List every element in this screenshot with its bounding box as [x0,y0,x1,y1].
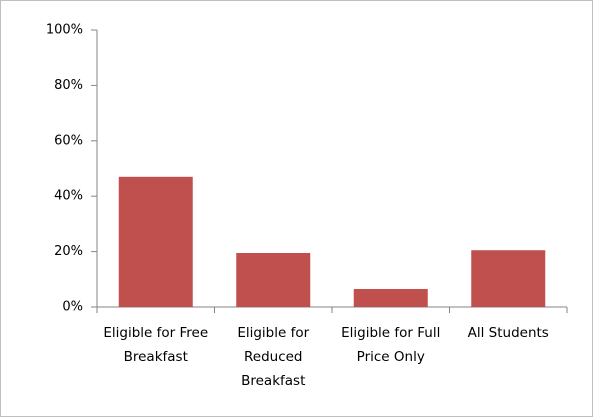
y-tick-label: 100% [46,23,83,38]
x-tick-label: Eligible for Full Price Only [341,325,441,365]
y-tick-label: 40% [54,189,83,204]
y-tick-label: 20% [54,244,83,259]
bar [353,288,428,307]
bar [471,250,546,307]
y-tick-label: 0% [62,300,83,315]
x-tick-label: All Students [467,325,549,341]
x-tick-label: Eligible for Reduced Breakfast [237,325,310,389]
bar [236,252,311,307]
y-tick-label: 80% [54,78,83,93]
x-tick-label: Eligible for Free Breakfast [103,325,209,365]
y-tick-label: 60% [54,133,83,148]
bar [118,176,193,307]
